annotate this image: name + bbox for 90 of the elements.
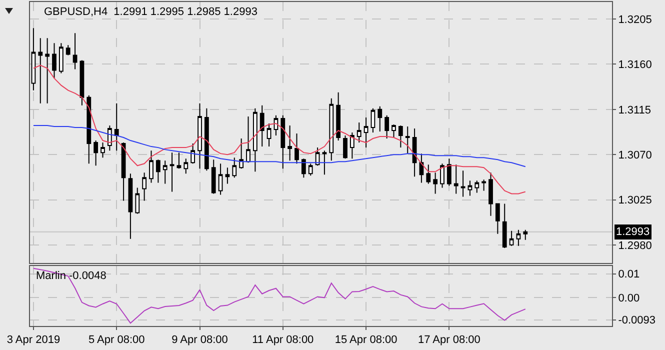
candlestick xyxy=(190,143,196,164)
candlestick xyxy=(509,230,514,246)
candlestick xyxy=(128,173,133,240)
candlestick xyxy=(156,159,160,184)
y-tick-label: 1.3115 xyxy=(618,104,652,116)
candlestick xyxy=(204,108,209,172)
candlestick xyxy=(523,229,528,240)
candlestick xyxy=(121,142,126,202)
candlestick xyxy=(80,60,84,106)
candlestick xyxy=(162,160,168,184)
x-tick-label: 15 Apr 08:00 xyxy=(334,334,398,346)
candlestick xyxy=(232,157,237,178)
line-series xyxy=(32,124,526,168)
candlestick xyxy=(343,135,348,160)
candlestick xyxy=(288,124,292,162)
candlestick xyxy=(211,159,216,194)
candlestick xyxy=(294,133,299,164)
candlestick xyxy=(502,203,507,248)
candlestick xyxy=(149,150,154,184)
candlestick xyxy=(350,132,354,160)
y-tick-label: 1.2980 xyxy=(618,240,652,252)
y-tick-label: -0.0093 xyxy=(618,314,656,327)
candlestick xyxy=(516,229,521,246)
candlestick xyxy=(184,158,188,174)
candlestick xyxy=(364,116,368,148)
candlestick xyxy=(405,126,410,154)
candlestick xyxy=(94,140,98,166)
candlestick xyxy=(72,32,78,70)
candlestick xyxy=(266,122,272,148)
candlestick xyxy=(252,108,258,172)
candlestick xyxy=(142,172,147,202)
candlestick xyxy=(170,152,174,192)
y-tick-label: 1.3205 xyxy=(618,14,652,26)
line-series xyxy=(32,64,526,194)
x-tick-label: 5 Apr 08:00 xyxy=(88,334,145,346)
candlestick xyxy=(419,153,424,184)
candlestick xyxy=(426,164,431,184)
y-tick-label: 1.3070 xyxy=(618,149,652,162)
candlestick xyxy=(474,180,480,194)
chart-title: Marlin -0.0048 xyxy=(36,270,106,282)
candlestick xyxy=(460,170,466,198)
candlestick xyxy=(495,203,500,234)
chart-title: GBPUSD,H4 1.2991 1.2995 1.2985 1.2993 xyxy=(44,6,258,18)
candlestick xyxy=(308,163,313,176)
candlestick xyxy=(38,38,43,104)
candlestick xyxy=(378,106,382,132)
candlestick xyxy=(301,158,306,178)
candlestick xyxy=(218,163,223,196)
candlestick xyxy=(100,142,105,158)
candlestick xyxy=(52,42,56,79)
y-tick-label: 0.01 xyxy=(618,268,640,281)
candlestick xyxy=(488,172,493,216)
candlestick xyxy=(86,94,92,164)
y-tick-label: 0.00 xyxy=(618,292,640,305)
candlestick xyxy=(482,179,486,192)
candlestick xyxy=(384,114,390,140)
candlestick xyxy=(440,163,444,188)
candlestick xyxy=(336,92,341,142)
y-tick-label: 1.3160 xyxy=(618,59,652,72)
candlestick xyxy=(468,180,472,196)
candlestick xyxy=(176,152,182,170)
candlestick xyxy=(31,28,36,91)
candlestick xyxy=(454,164,458,194)
x-tick-label: 9 Apr 08:00 xyxy=(172,334,228,346)
y-tick-label: 1.3025 xyxy=(618,194,652,207)
candlestick xyxy=(329,98,334,162)
candlestick xyxy=(412,128,417,178)
candlestick xyxy=(398,124,403,148)
candlestick xyxy=(246,116,250,162)
candlestick xyxy=(114,102,119,152)
candlestick xyxy=(66,44,70,56)
candlestick xyxy=(370,108,376,133)
candlestick xyxy=(45,38,50,104)
ref-line-label: 1.2993 xyxy=(616,226,650,238)
candlestick xyxy=(433,172,438,194)
candlestick xyxy=(135,187,140,214)
candlestick xyxy=(322,150,327,176)
x-tick-label: 3 Apr 2019 xyxy=(6,334,60,346)
x-tick-label: 17 Apr 08:00 xyxy=(418,334,480,346)
candlestick xyxy=(239,138,244,170)
candlestick xyxy=(198,102,202,170)
line-series xyxy=(32,268,526,324)
candlestick xyxy=(225,167,230,184)
candlestick xyxy=(280,114,286,170)
candlestick xyxy=(356,122,362,144)
candlestick xyxy=(58,42,64,74)
candlestick xyxy=(446,158,452,186)
candlestick xyxy=(260,104,264,148)
x-tick-label: 11 Apr 08:00 xyxy=(252,334,314,346)
candlestick xyxy=(392,124,396,138)
